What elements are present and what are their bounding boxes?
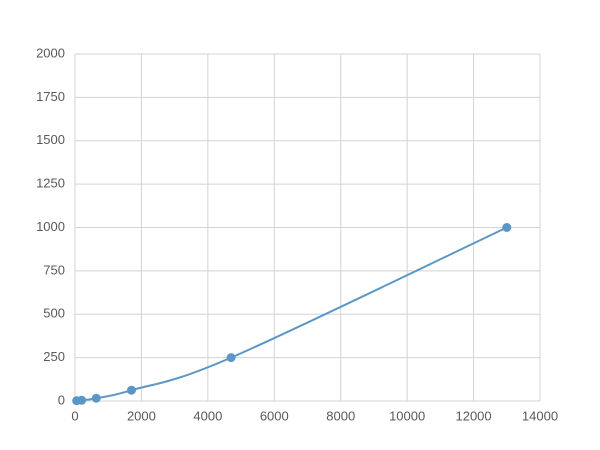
x-tick-label: 8000	[326, 408, 355, 423]
y-tick-label: 1000	[36, 219, 65, 234]
x-tick-label: 12000	[455, 408, 491, 423]
y-tick-label: 2000	[36, 45, 65, 60]
y-tick-label: 750	[43, 262, 65, 277]
point	[91, 393, 101, 403]
x-tick-label: 10000	[389, 408, 425, 423]
x-tick-label: 0	[71, 408, 78, 423]
x-tick-label: 6000	[260, 408, 289, 423]
y-tick-label: 1500	[36, 132, 65, 147]
x-tick-label: 4000	[193, 408, 222, 423]
x-tick-label: 14000	[522, 408, 558, 423]
point	[126, 385, 136, 395]
point	[226, 353, 236, 363]
y-tick-label: 1250	[36, 176, 65, 191]
y-tick-label: 1750	[36, 89, 65, 104]
y-tick-label: 0	[58, 392, 65, 407]
y-tick-label: 500	[43, 306, 65, 321]
point	[502, 223, 512, 232]
point	[77, 395, 87, 405]
x-tick-label: 2000	[127, 408, 156, 423]
y-tick-label: 250	[43, 349, 65, 364]
